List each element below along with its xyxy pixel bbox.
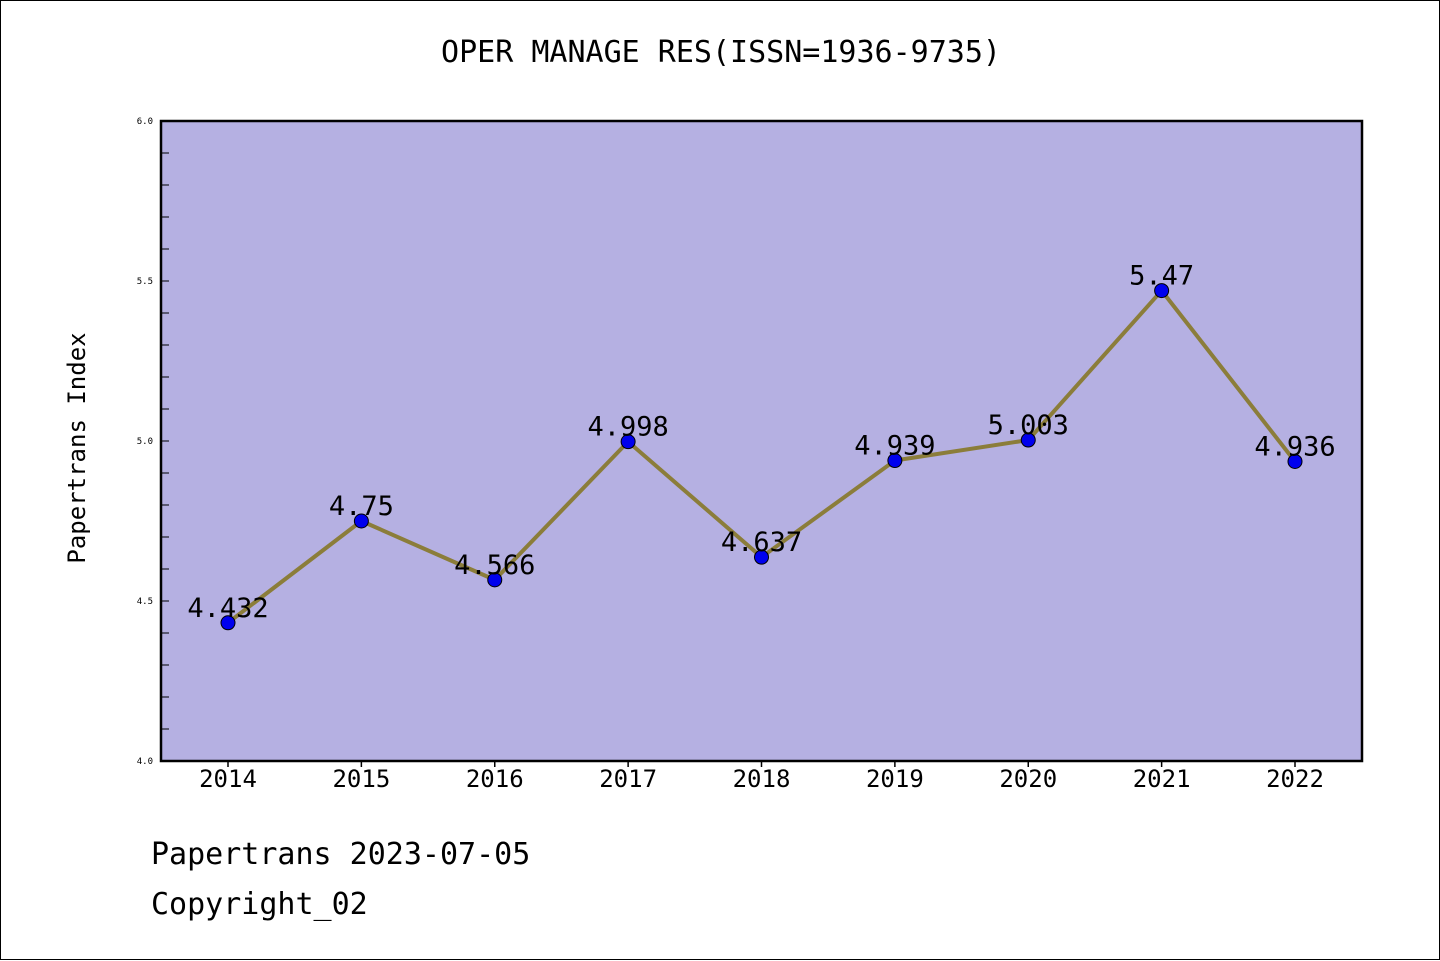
x-tick-label: 2022 (1266, 765, 1324, 793)
y-tick-label: 5.5 (137, 277, 153, 287)
x-tick-label: 2014 (199, 765, 257, 793)
data-label: 4.432 (187, 593, 268, 624)
data-label: 4.936 (1254, 431, 1335, 462)
data-label: 4.566 (454, 550, 535, 581)
x-tick-label: 2018 (733, 765, 791, 793)
data-label: 4.939 (854, 431, 935, 462)
y-tick-label: 6.0 (137, 117, 153, 127)
x-tick-label: 2021 (1133, 765, 1191, 793)
data-point (1020, 432, 1036, 448)
footer-date: Papertrans 2023-07-05 (151, 837, 531, 872)
data-point (487, 572, 503, 588)
x-tick-label: 2019 (866, 765, 924, 793)
data-point (1154, 283, 1170, 299)
x-tick-label: 2020 (999, 765, 1057, 793)
y-tick-label: 4.5 (137, 597, 153, 607)
data-point (353, 513, 369, 529)
x-tick-label: 2017 (599, 765, 657, 793)
y-tick-label: 5.0 (137, 437, 153, 447)
data-label: 4.998 (587, 412, 668, 443)
plot-area (159, 119, 1364, 763)
data-point (620, 434, 636, 450)
x-tick-label: 2015 (332, 765, 390, 793)
footer-copyright: Copyright_02 (151, 887, 368, 922)
data-point (887, 453, 903, 469)
data-label: 5.003 (988, 410, 1069, 441)
chart-title: OPER MANAGE RES(ISSN=1936-9735) (441, 35, 1001, 70)
data-label: 5.47 (1129, 261, 1194, 292)
data-label: 4.75 (329, 491, 394, 522)
data-label: 4.637 (721, 527, 802, 558)
y-tick-label: 4.0 (137, 757, 153, 767)
data-point (1287, 453, 1303, 469)
data-point (220, 615, 236, 631)
x-tick-label: 2016 (466, 765, 524, 793)
data-point (754, 549, 769, 565)
